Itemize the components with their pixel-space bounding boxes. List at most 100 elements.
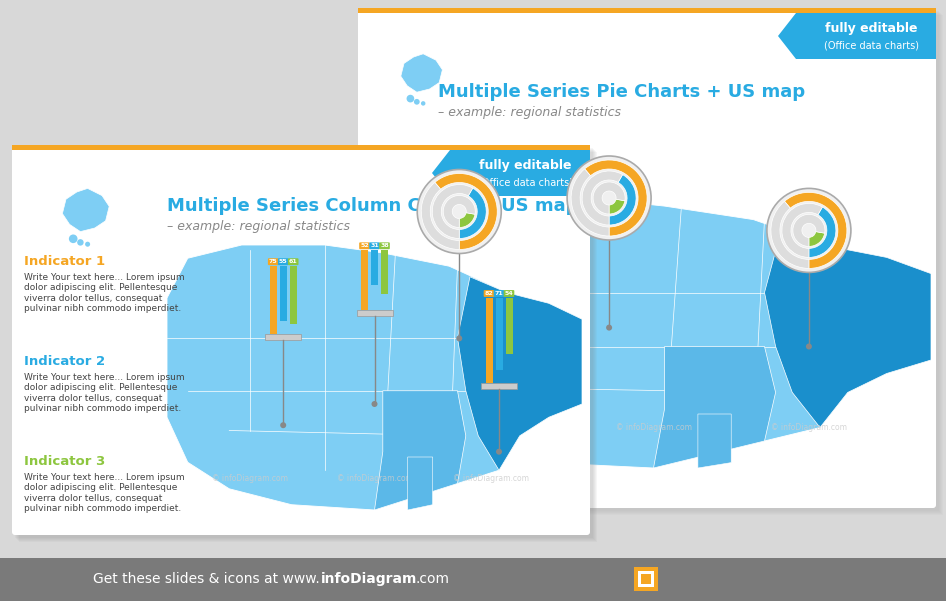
Circle shape bbox=[280, 422, 287, 428]
FancyBboxPatch shape bbox=[12, 145, 590, 535]
Text: © infoDiagram.com: © infoDiagram.com bbox=[212, 474, 288, 483]
Bar bbox=[361, 11, 939, 511]
Text: – example: regional statistics: – example: regional statistics bbox=[167, 220, 350, 233]
Circle shape bbox=[85, 242, 90, 247]
Bar bbox=[363, 13, 941, 513]
Circle shape bbox=[414, 99, 420, 105]
Polygon shape bbox=[654, 347, 776, 468]
Text: 75: 75 bbox=[269, 259, 277, 264]
Text: Write Your text here... Lorem ipsum
dolor adipiscing elit. Pellentesque
viverra : Write Your text here... Lorem ipsum dolo… bbox=[24, 473, 184, 513]
Bar bbox=[0, 595, 946, 597]
Text: Write Your text here... Lorem ipsum
dolor adipiscing elit. Pellentesque
viverra : Write Your text here... Lorem ipsum dolo… bbox=[24, 273, 184, 313]
Wedge shape bbox=[784, 192, 847, 269]
Bar bbox=[280, 266, 287, 321]
Wedge shape bbox=[582, 171, 622, 225]
Bar bbox=[0, 558, 946, 601]
Bar bbox=[365, 15, 943, 515]
Bar bbox=[0, 594, 946, 596]
Bar bbox=[17, 150, 595, 540]
Bar bbox=[0, 597, 946, 599]
Bar bbox=[505, 298, 513, 354]
Wedge shape bbox=[421, 182, 459, 249]
Polygon shape bbox=[376, 198, 931, 468]
Bar bbox=[289, 266, 297, 324]
Wedge shape bbox=[793, 215, 825, 246]
Text: Write Your text here... Lorem ipsum: Write Your text here... Lorem ipsum bbox=[376, 170, 549, 180]
Text: .com: .com bbox=[415, 572, 449, 586]
Wedge shape bbox=[782, 203, 822, 257]
Text: Multiple Series Column Charts + US map: Multiple Series Column Charts + US map bbox=[167, 197, 579, 215]
Text: Indicator 1: Indicator 1 bbox=[376, 153, 452, 166]
Circle shape bbox=[496, 449, 502, 455]
Polygon shape bbox=[778, 13, 796, 59]
Bar bbox=[15, 148, 593, 538]
Wedge shape bbox=[432, 185, 473, 239]
Bar bbox=[361, 250, 368, 310]
Bar bbox=[270, 266, 276, 334]
Polygon shape bbox=[408, 457, 432, 510]
Text: © infoDiagram.com: © infoDiagram.com bbox=[616, 423, 692, 432]
Text: © infoDiagram.com: © infoDiagram.com bbox=[453, 474, 529, 483]
Circle shape bbox=[417, 169, 501, 254]
Bar bbox=[0, 599, 946, 601]
Text: 82: 82 bbox=[484, 291, 494, 296]
Text: Get these slides & icons at www.: Get these slides & icons at www. bbox=[94, 572, 320, 586]
Wedge shape bbox=[571, 169, 609, 236]
Circle shape bbox=[421, 101, 426, 106]
Circle shape bbox=[407, 95, 414, 102]
Circle shape bbox=[567, 156, 651, 240]
Bar bbox=[0, 596, 946, 598]
Text: Write Your text here... Lorem ipsum
dolor adipiscing elit. Pellentesque
viverra : Write Your text here... Lorem ipsum dolo… bbox=[24, 373, 184, 413]
Bar bbox=[358, 8, 936, 13]
Bar bbox=[12, 145, 590, 150]
Wedge shape bbox=[585, 160, 647, 236]
Bar bbox=[381, 250, 388, 294]
Text: Indicator 2: Indicator 2 bbox=[24, 355, 105, 368]
Bar bbox=[485, 298, 493, 383]
Bar bbox=[0, 598, 946, 600]
Text: infoDiagram: infoDiagram bbox=[321, 572, 417, 586]
Text: Multiple Series Pie Charts + US map: Multiple Series Pie Charts + US map bbox=[438, 83, 805, 101]
Polygon shape bbox=[375, 391, 465, 510]
Bar bbox=[634, 567, 658, 591]
Bar bbox=[364, 14, 942, 514]
Text: – example: regional statistics: – example: regional statistics bbox=[438, 106, 621, 119]
Text: 71: 71 bbox=[495, 291, 503, 296]
Text: fully editable: fully editable bbox=[825, 22, 918, 35]
Bar bbox=[362, 12, 940, 512]
FancyBboxPatch shape bbox=[358, 8, 936, 508]
Wedge shape bbox=[435, 174, 498, 249]
Text: 38: 38 bbox=[380, 243, 389, 248]
Circle shape bbox=[606, 325, 612, 331]
Bar bbox=[481, 383, 517, 389]
Polygon shape bbox=[764, 230, 931, 427]
Bar bbox=[357, 310, 393, 316]
Circle shape bbox=[78, 239, 83, 246]
Wedge shape bbox=[771, 201, 809, 269]
Wedge shape bbox=[459, 188, 486, 239]
Text: © infoDiagram.com: © infoDiagram.com bbox=[337, 474, 412, 483]
Wedge shape bbox=[609, 199, 625, 214]
Circle shape bbox=[372, 401, 377, 407]
Text: (Office data charts): (Office data charts) bbox=[478, 177, 572, 187]
Bar bbox=[450, 150, 590, 196]
Bar bbox=[0, 600, 946, 601]
Polygon shape bbox=[401, 54, 443, 92]
Text: © infoDiagram.com: © infoDiagram.com bbox=[449, 423, 525, 432]
Bar bbox=[371, 250, 378, 285]
Wedge shape bbox=[593, 182, 625, 214]
Wedge shape bbox=[459, 213, 475, 228]
Wedge shape bbox=[444, 195, 475, 228]
Bar bbox=[641, 574, 651, 584]
Text: fully editable: fully editable bbox=[479, 159, 571, 172]
Text: 61: 61 bbox=[289, 259, 298, 264]
Wedge shape bbox=[609, 175, 636, 225]
Bar bbox=[638, 571, 654, 587]
Text: 54: 54 bbox=[504, 291, 514, 296]
Circle shape bbox=[806, 344, 812, 350]
Polygon shape bbox=[458, 277, 582, 470]
Bar bbox=[265, 334, 301, 340]
Circle shape bbox=[456, 335, 463, 341]
Wedge shape bbox=[809, 231, 825, 246]
Text: 52: 52 bbox=[360, 243, 369, 248]
